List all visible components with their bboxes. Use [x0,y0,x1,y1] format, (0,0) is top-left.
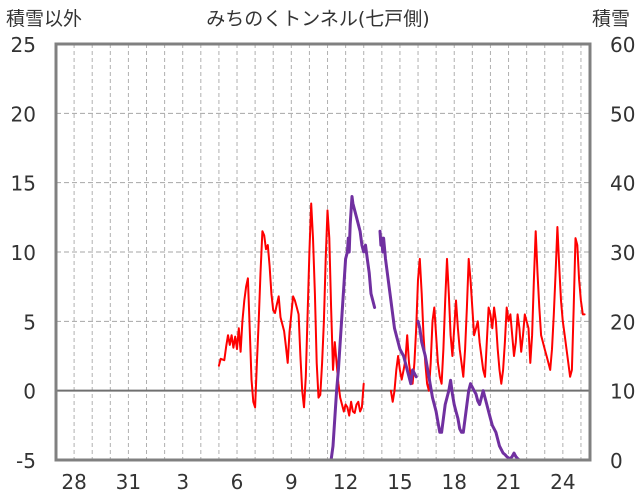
y-left-tick-label: 25 [11,33,36,57]
y-left-tick-label: 0 [23,380,36,404]
x-tick-label: 15 [387,470,412,494]
right-axis-title: 積雪 [592,8,630,30]
y-right-tick-labels: 60 50 40 30 20 10 0 [610,33,635,473]
left-axis-title: 積雪以外 [6,8,82,30]
x-tick-label: 24 [550,470,575,494]
snow-depth-line [416,319,587,462]
y-right-tick-label: 10 [610,380,635,404]
y-right-tick-label: 20 [610,310,635,334]
x-tick-label: 18 [442,470,467,494]
series-layer [217,195,587,462]
x-tick-label: 3 [176,470,189,494]
y-left-tick-label: -5 [16,449,36,473]
x-tick-label: 21 [496,470,521,494]
snow-depth-line [378,229,418,386]
y-right-tick-label: 30 [610,241,635,265]
y-left-tick-label: 20 [11,102,36,126]
temperature-line [217,202,365,417]
y-left-tick-label: 5 [23,310,36,334]
x-tick-label: 31 [116,470,141,494]
y-left-tick-labels: 25 20 15 10 5 0 -5 [11,33,36,473]
y-right-tick-label: 0 [610,449,623,473]
x-tick-label: 12 [333,470,358,494]
temperature-line [389,226,586,403]
x-tick-label: 6 [231,470,244,494]
y-right-tick-label: 60 [610,33,635,57]
y-left-tick-label: 15 [11,172,36,196]
x-tick-label: 28 [61,470,86,494]
y-left-tick-label: 10 [11,241,36,265]
x-tick-labels: 28 31 3 6 9 12 15 18 21 24 [61,470,575,494]
snow-depth-line [217,195,377,462]
plot-frame [54,42,592,462]
y-right-tick-label: 50 [610,102,635,126]
y-right-tick-label: 40 [610,172,635,196]
x-tick-label: 9 [285,470,298,494]
chart-title: みちのくトンネル(七戸側) [206,8,429,30]
